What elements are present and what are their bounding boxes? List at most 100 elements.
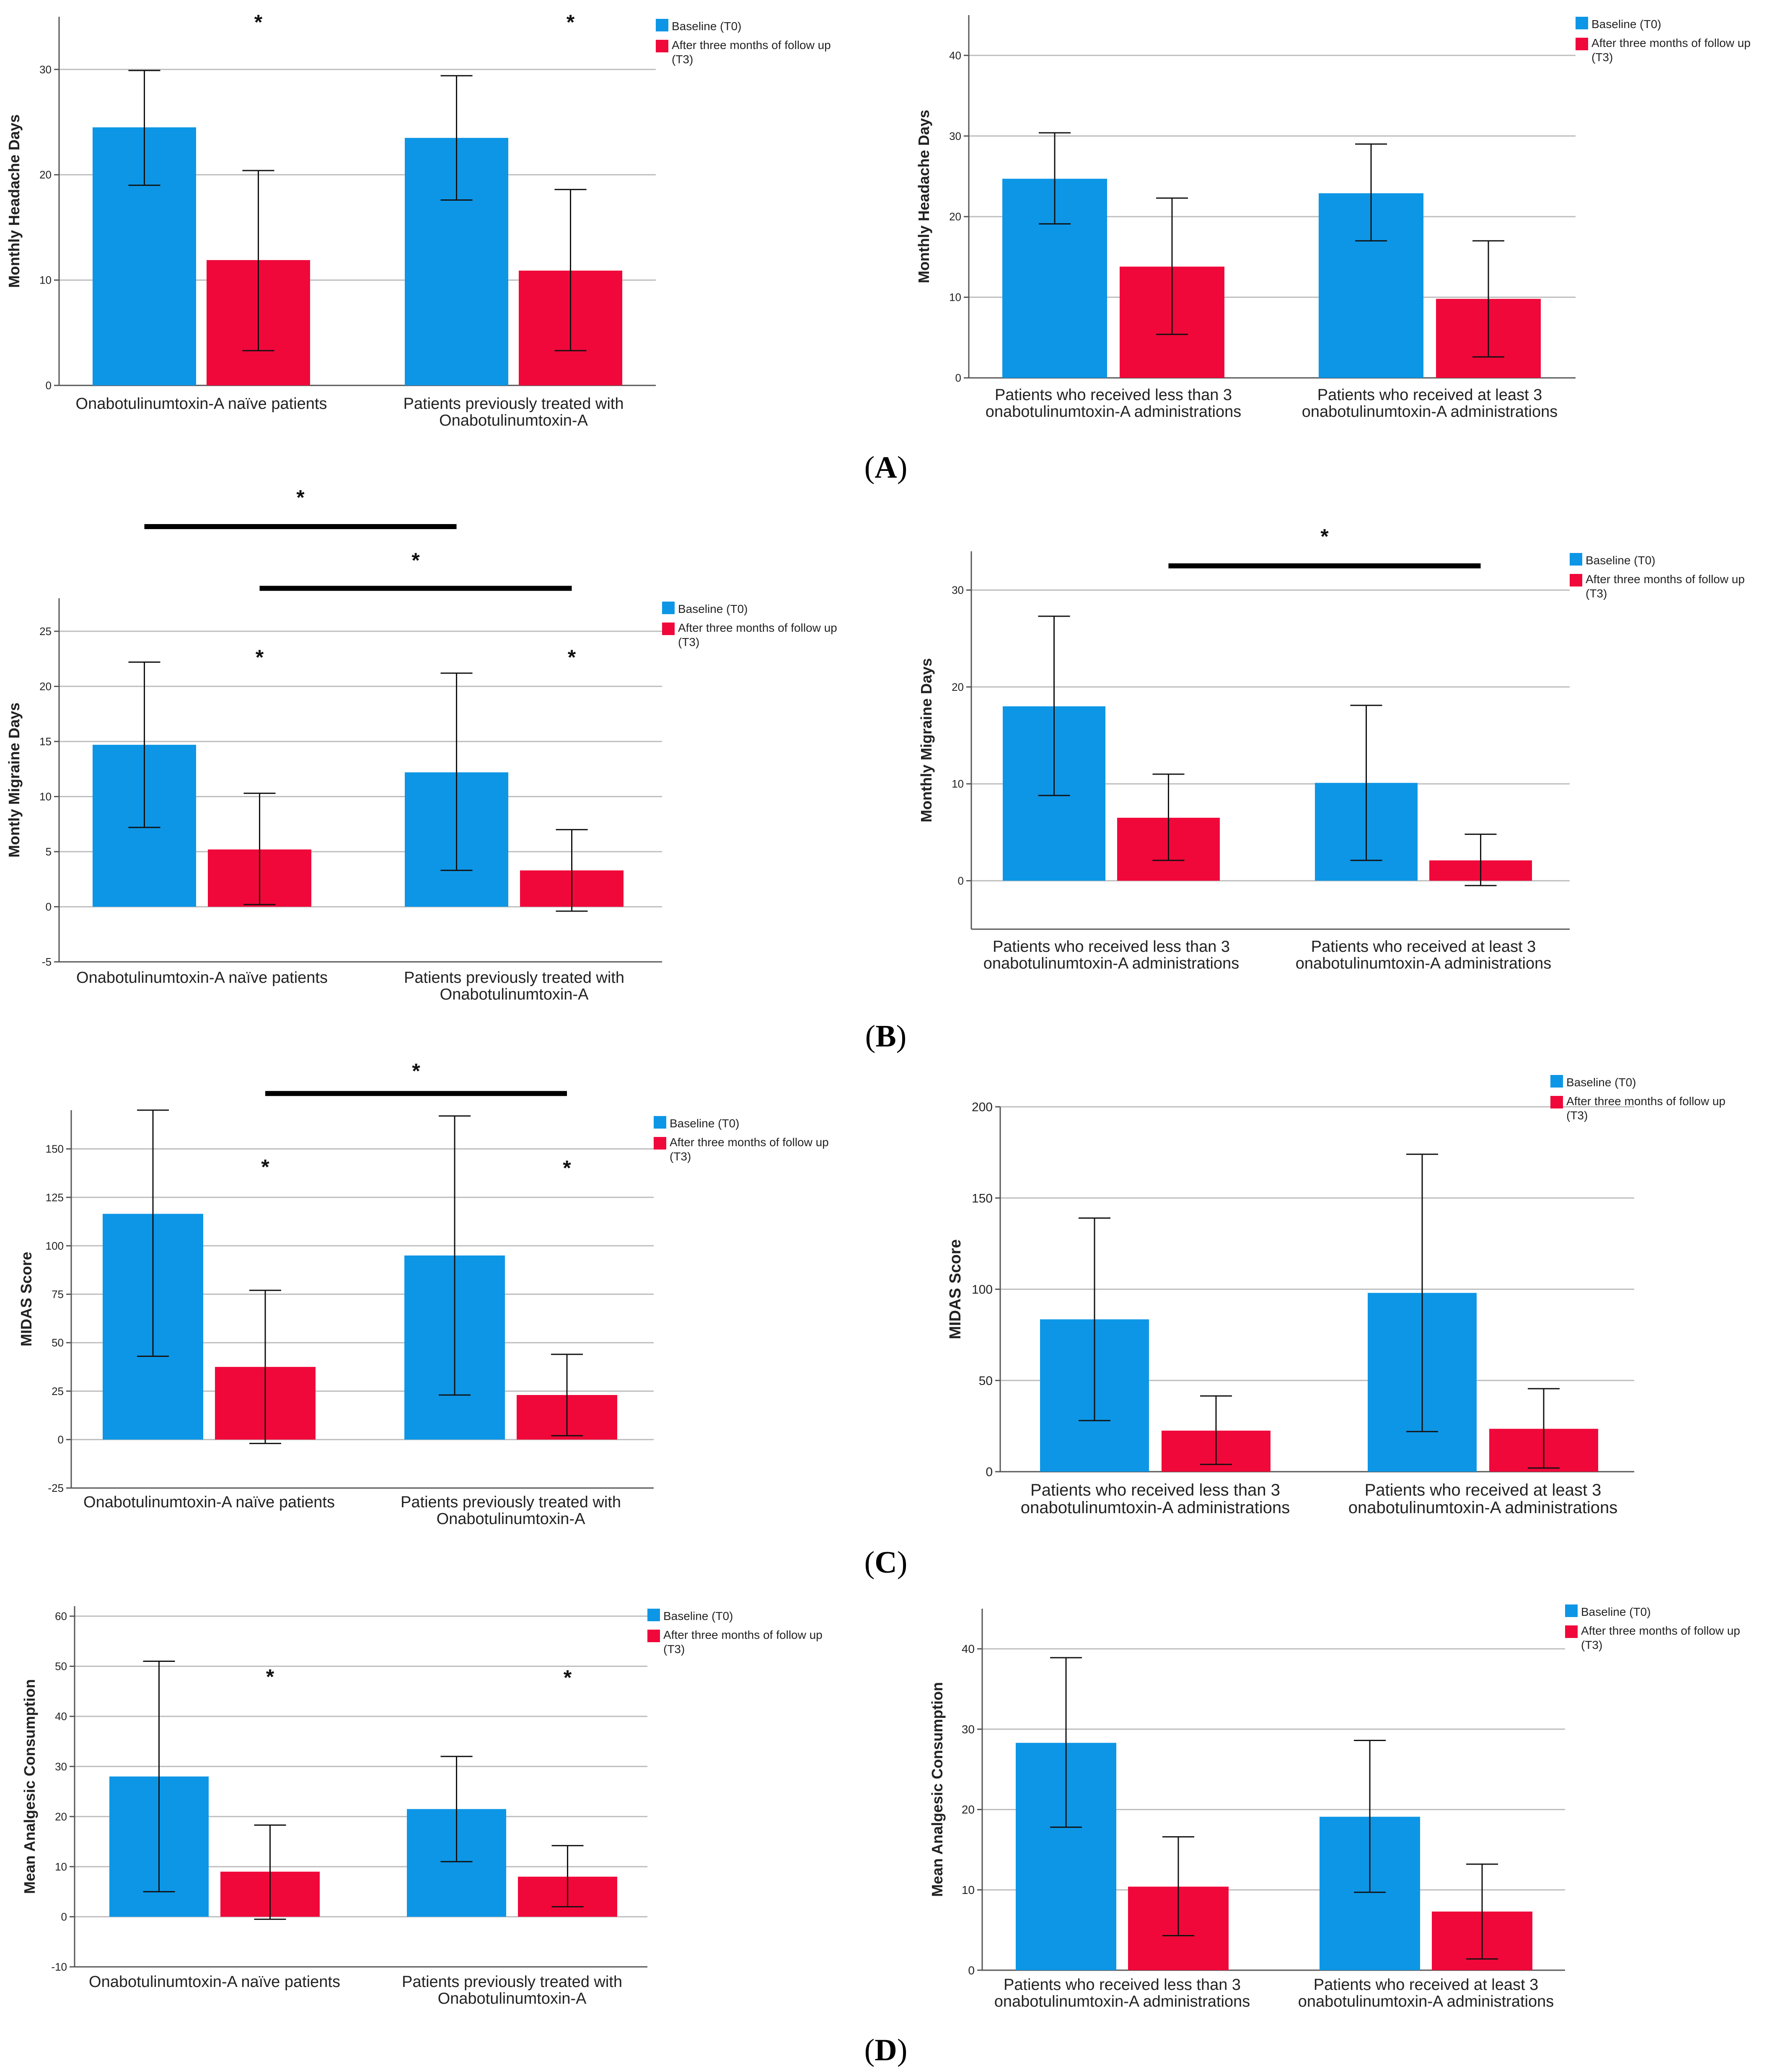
y-tick-label: 30 — [39, 63, 52, 76]
bracket-star: * — [411, 548, 420, 572]
y-tick-label: 20 — [962, 1803, 975, 1816]
y-tick-label: 10 — [962, 1883, 975, 1896]
panel-label-D: (D) — [864, 2033, 908, 2067]
legend: Baseline (T0) After three months of follo… — [647, 1609, 823, 1656]
category-label: Onabotulinumtoxin-A naïve patients — [76, 395, 327, 413]
legend-label-after: After three months of follow up — [1566, 1095, 1726, 1108]
y-tick-label: -25 — [48, 1482, 64, 1494]
y-tick-label: 50 — [979, 1374, 993, 1388]
legend-label-after: After three months of follow up — [1581, 1624, 1740, 1637]
panel-label-B: (B) — [865, 1019, 907, 1054]
category-label: Onabotulinumtoxin-A — [438, 1990, 587, 2007]
y-tick-label: 25 — [52, 1385, 64, 1398]
panel-label-A: (A) — [864, 450, 908, 485]
y-tick-label: 30 — [55, 1760, 67, 1773]
legend-swatch-baseline — [1576, 17, 1588, 29]
legend-swatch-after — [1570, 574, 1582, 586]
significance-star: * — [564, 1666, 572, 1690]
legend-swatch-baseline — [654, 1116, 666, 1129]
legend-label-baseline: Baseline (T0) — [670, 1117, 740, 1130]
y-axis-label: Monthly Headache Days — [915, 110, 932, 283]
chart-B-left: -5 0 5 10 15 20 25 Montly Migraine Days Onabotul… — [5, 486, 837, 1003]
legend-label-after-line2: (T3) — [678, 636, 699, 648]
panel-label-close: ) — [897, 450, 908, 485]
y-tick-label: 60 — [55, 1610, 67, 1622]
category-label: Patients who received at least 3 — [1365, 1481, 1602, 1499]
category-label: Patients who received less than 3 — [995, 386, 1232, 404]
y-tick-label: 150 — [46, 1143, 64, 1155]
panel-label-close: ) — [897, 2033, 908, 2067]
panel-label-letter: B — [875, 1019, 896, 1054]
y-tick-label: 50 — [55, 1660, 67, 1673]
y-tick-label: 30 — [949, 130, 961, 142]
legend-label-baseline: Baseline (T0) — [663, 1610, 733, 1622]
category-label: onabotulinumtoxin-A administrations — [983, 955, 1239, 972]
y-tick-label: 0 — [61, 1911, 67, 1923]
category-label: onabotulinumtoxin-A administrations — [994, 1993, 1250, 2010]
y-tick-label: 10 — [949, 291, 961, 304]
legend: Baseline (T0) After three months of follo… — [1565, 1604, 1740, 1651]
category-label: Onabotulinumtoxin-A — [440, 986, 589, 1003]
y-tick-label: 125 — [46, 1191, 64, 1204]
legend-label-after-line2: (T3) — [670, 1150, 691, 1163]
y-tick-label: 0 — [46, 901, 52, 913]
y-tick-label: 150 — [972, 1191, 993, 1205]
category-label: Onabotulinumtoxin-A — [437, 1510, 586, 1528]
y-tick-label: 40 — [949, 49, 961, 62]
chart-B-right: 0 10 20 30 Monthly Migraine Days Patients who… — [918, 524, 1745, 972]
y-tick-label: 200 — [972, 1101, 993, 1114]
legend-label-after: After three months of follow up — [663, 1628, 823, 1641]
category-label: onabotulinumtoxin-A administrations — [986, 403, 1241, 421]
significance-star: * — [256, 646, 264, 669]
category-label: Patients who received at least 3 — [1311, 938, 1536, 956]
category-label: Patients previously treated with — [404, 395, 624, 413]
y-tick-label: 30 — [962, 1723, 975, 1736]
legend-label-after-line2: (T3) — [1581, 1638, 1602, 1651]
category-label: onabotulinumtoxin-A administrations — [1298, 1993, 1554, 2010]
legend-swatch-after — [1550, 1096, 1563, 1108]
legend-label-after-line2: (T3) — [672, 53, 693, 66]
panel-label-letter: D — [875, 2033, 897, 2067]
category-label: Patients who received less than 3 — [1030, 1481, 1280, 1499]
chart-C-right: 0 50 100 150 200 MIDAS Score Patients who rece… — [947, 1075, 1726, 1517]
charts-layer: 0 10 20 30 Monthly Headache Days Onabotulinum… — [5, 10, 1751, 2010]
legend: Baseline (T0) After three months of follo… — [1570, 553, 1745, 600]
chart-D-left: -10 0 10 20 30 40 50 60 Mean Analgesic Consumpti… — [21, 1606, 823, 2007]
panel-label-letter: C — [875, 1545, 897, 1580]
legend-label-after-line2: (T3) — [663, 1643, 685, 1656]
legend: Baseline (T0) After three months of follo… — [654, 1116, 829, 1163]
category-label: onabotulinumtoxin-A administrations — [1302, 403, 1558, 421]
category-label: Patients previously treated with — [404, 969, 624, 987]
panel-label-close: ) — [896, 1019, 907, 1054]
y-tick-label: 100 — [972, 1283, 993, 1297]
panel-label-close: ) — [897, 1545, 908, 1580]
y-tick-label: 20 — [39, 168, 52, 181]
panel-label-letter: A — [875, 450, 897, 485]
legend-label-after: After three months of follow up — [678, 621, 837, 634]
y-tick-label: 20 — [55, 1810, 67, 1823]
category-label: Onabotulinumtoxin-A naïve patients — [83, 1493, 335, 1511]
y-tick-label: 5 — [46, 845, 52, 858]
legend-label-after: After three months of follow up — [1586, 573, 1745, 586]
chart-D-right: 0 10 20 30 40 Mean Analgesic Consumption Patie… — [929, 1604, 1740, 2010]
legend-label-after: After three months of follow up — [670, 1136, 829, 1149]
y-tick-label: 20 — [949, 210, 961, 223]
legend-swatch-after — [1576, 38, 1588, 50]
y-tick-label: 15 — [39, 735, 52, 748]
legend-swatch-baseline — [662, 602, 675, 614]
y-tick-label: 30 — [952, 584, 964, 597]
y-tick-label: -10 — [51, 1961, 67, 1973]
legend-swatch-baseline — [656, 19, 668, 31]
y-axis-label: MIDAS Score — [947, 1239, 964, 1339]
legend: Baseline (T0) After three months of follo… — [656, 19, 831, 66]
legend-swatch-baseline — [1565, 1604, 1578, 1617]
panel-label-open: ( — [864, 1545, 875, 1580]
y-tick-label: 20 — [39, 680, 52, 693]
legend-label-baseline: Baseline (T0) — [1591, 18, 1661, 31]
y-tick-label: 10 — [39, 274, 52, 287]
category-label: Onabotulinumtoxin-A naïve patients — [89, 1973, 340, 1991]
chart-A-right: 0 10 20 30 40 Monthly Headache Days Patients w… — [915, 15, 1751, 421]
legend-label-baseline: Baseline (T0) — [1586, 554, 1656, 567]
y-tick-label: 0 — [58, 1433, 64, 1446]
legend-label-after-line2: (T3) — [1566, 1109, 1588, 1122]
